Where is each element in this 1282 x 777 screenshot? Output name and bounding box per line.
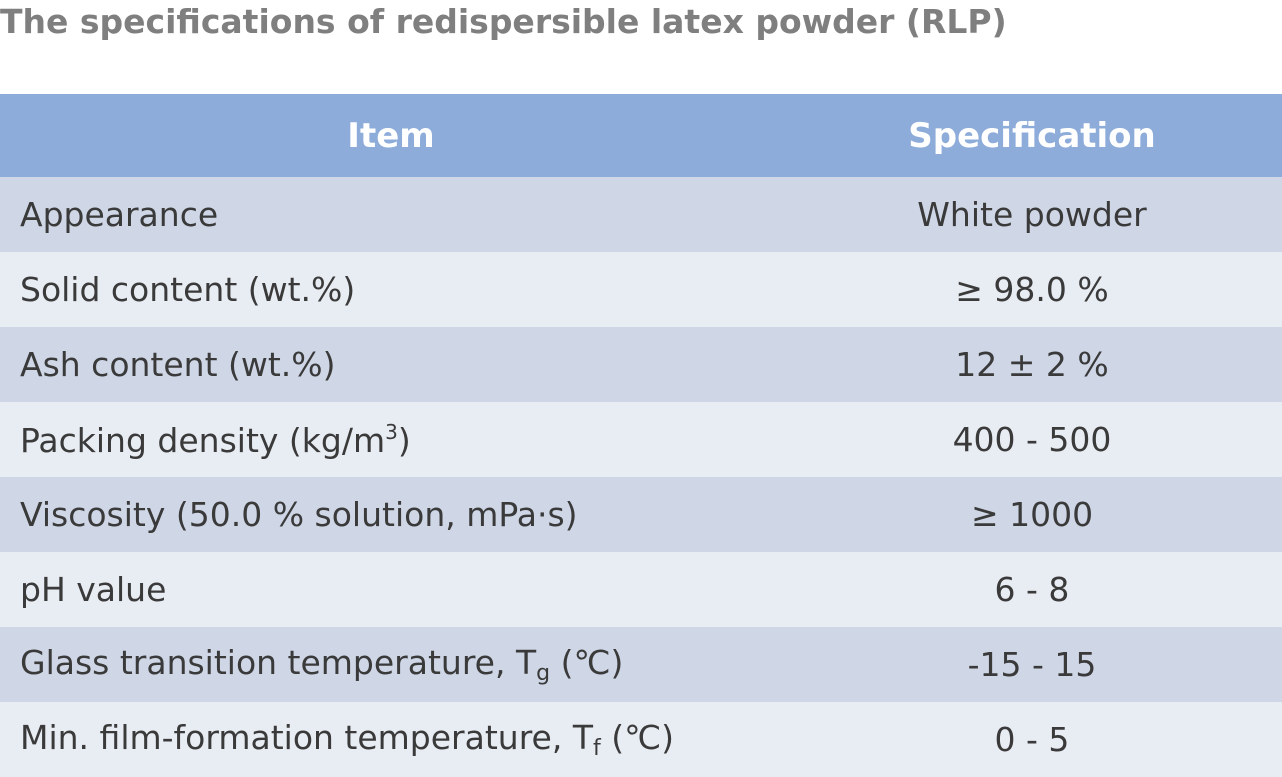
item-cell: Packing density (kg/m3)	[0, 420, 782, 460]
spec-cell: 6 - 8	[994, 570, 1070, 609]
item-tail: (℃)	[550, 643, 624, 682]
table-row: Viscosity (50.0 % solution, mPa·s) ≥ 100…	[0, 477, 1282, 552]
specifications-table: Item Specification Appearance White powd…	[0, 94, 1282, 777]
table-header-row: Item Specification	[0, 94, 1282, 177]
item-tail: (℃)	[600, 718, 675, 757]
item-cell: Appearance	[20, 195, 219, 234]
spec-cell: -15 - 15	[967, 645, 1097, 684]
item-superscript: 3	[385, 419, 398, 444]
table-row: Min. film-formation temperature, Tf (℃) …	[0, 702, 1282, 777]
table-row: pH value 6 - 8	[0, 552, 1282, 627]
table-row: Solid content (wt.%) ≥ 98.0 %	[0, 252, 1282, 327]
item-cell: Solid content (wt.%)	[20, 270, 356, 309]
header-item: Item	[347, 115, 435, 156]
item-text: Min. film-formation temperature, T	[20, 718, 593, 757]
item-cell: Glass transition temperature, Tg (℃)	[0, 643, 782, 686]
item-text: Glass transition temperature, T	[20, 643, 537, 682]
table-row: Ash content (wt.%) 12 ± 2 %	[0, 327, 1282, 402]
spec-cell: ≥ 1000	[970, 495, 1094, 534]
item-tail: )	[397, 420, 411, 460]
item-cell: Viscosity (50.0 % solution, mPa·s)	[20, 495, 578, 534]
page-title: The specifications of redispersible late…	[0, 2, 1007, 41]
table-row: Appearance White powder	[0, 177, 1282, 252]
item-cell: Ash content (wt.%)	[20, 345, 336, 384]
item-subscript: g	[536, 661, 551, 686]
spec-cell: White powder	[917, 195, 1147, 234]
spec-cell: ≥ 98.0 %	[955, 270, 1109, 309]
header-specification: Specification	[908, 115, 1156, 156]
table-row: Glass transition temperature, Tg (℃) -15…	[0, 627, 1282, 702]
spec-cell: 0 - 5	[994, 720, 1070, 759]
item-subscript: f	[592, 736, 601, 761]
item-cell: pH value	[20, 570, 167, 609]
table-row: Packing density (kg/m3) 400 - 500	[0, 402, 1282, 477]
item-text: Packing density (kg/m	[20, 420, 386, 460]
spec-cell: 12 ± 2 %	[955, 345, 1109, 384]
spec-cell: 400 - 500	[952, 420, 1112, 459]
item-cell: Min. film-formation temperature, Tf (℃)	[0, 718, 782, 761]
